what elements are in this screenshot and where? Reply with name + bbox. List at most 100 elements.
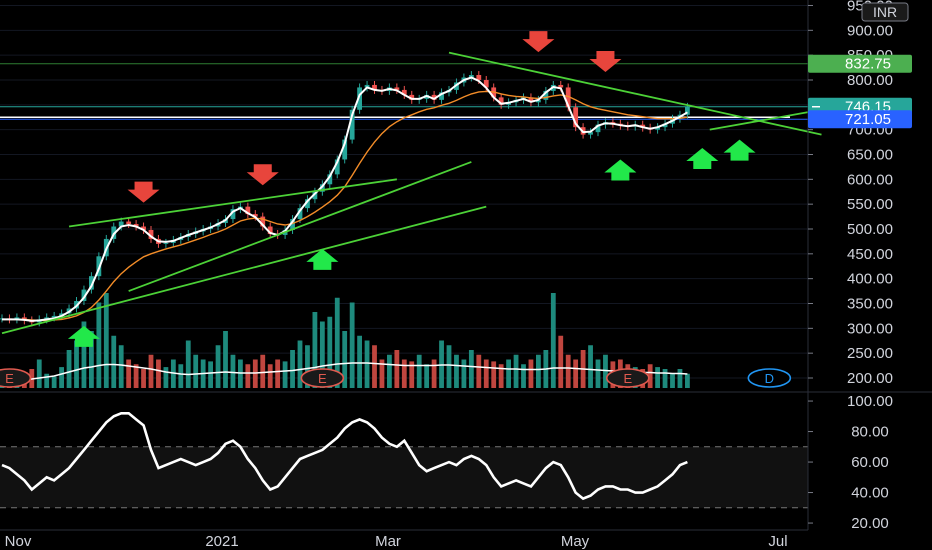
time-tick-label: May (561, 533, 590, 550)
volume-bar (573, 359, 579, 388)
candle-body (409, 94, 415, 100)
candle-body (401, 89, 407, 95)
down-arrow (246, 164, 279, 186)
candle-body (141, 226, 146, 230)
rsi-line (1, 412, 688, 501)
candle-body (394, 87, 400, 90)
volume-bar (305, 345, 310, 388)
candle-body (334, 159, 340, 175)
price-label-text: 832.75 (845, 56, 891, 73)
volume-bar (163, 367, 169, 388)
signal-arrows (67, 31, 756, 347)
down-arrow (522, 31, 555, 53)
volume-bar (156, 359, 161, 388)
event-marker-label: E (623, 371, 632, 386)
price-tick-label: 200.00 (847, 370, 893, 387)
price-label-text: 721.05 (845, 111, 891, 128)
candle-body (498, 97, 504, 105)
candle-body (565, 87, 571, 108)
candle-body (364, 84, 370, 88)
volume-bar (357, 335, 362, 388)
candle-body (476, 75, 482, 80)
price-tick-label: 250.00 (847, 345, 893, 362)
rsi-tick-label: 60.00 (851, 454, 889, 471)
price-tick-label: 400.00 (847, 271, 893, 288)
price-label-box (808, 110, 912, 129)
up-arrow (306, 248, 339, 270)
down-arrow (127, 181, 160, 203)
rsi-band (0, 446, 808, 508)
candle-body (267, 226, 273, 234)
volume-ma-line (1, 362, 688, 382)
candle-body (59, 313, 64, 316)
candle-body (357, 87, 362, 110)
volume-bar (446, 345, 452, 388)
volume-bar (588, 345, 593, 388)
event-marker-label: E (318, 371, 327, 386)
volume-bar (521, 364, 526, 388)
candle-body (468, 75, 474, 78)
volume-bar (431, 359, 437, 388)
time-tick-label: 2021 (205, 533, 238, 550)
volume-bar (528, 359, 534, 388)
volume-bar (103, 293, 109, 388)
candle-body (439, 92, 444, 100)
volume-bar (401, 359, 407, 388)
candle-body (573, 107, 579, 128)
time-tick-label: Jul (768, 533, 787, 550)
volume-bar (595, 359, 601, 388)
volume-bar (96, 302, 102, 388)
rsi-tick-label: 20.00 (851, 515, 889, 532)
time-axis[interactable]: Nov 2021 Mar May Jul (5, 533, 788, 550)
volume-bar (74, 340, 79, 388)
volume-bar (81, 321, 87, 388)
volume-bar (297, 340, 303, 388)
volume-bar (364, 340, 370, 388)
volume-bar (342, 331, 348, 388)
candle-body (260, 216, 266, 227)
volume-bar (550, 293, 556, 388)
candle-body (543, 90, 549, 100)
rsi-panel (0, 412, 808, 509)
volume-bar (230, 354, 236, 388)
volume-bar (454, 354, 459, 388)
up-arrow (67, 325, 100, 347)
volume-bar (66, 350, 72, 388)
price-tick-label: 300.00 (847, 320, 893, 337)
volume-bar (416, 354, 422, 388)
volume-bar (513, 354, 519, 388)
candle-body (372, 84, 377, 90)
candle-body (51, 315, 57, 318)
volume-bar (409, 361, 415, 388)
rsi-tick-label: 40.00 (851, 485, 889, 502)
volume-bar (193, 354, 199, 388)
volume-bar (483, 359, 489, 388)
volume-bar (59, 367, 64, 388)
volume-bar (506, 359, 511, 388)
candle-body (558, 84, 564, 88)
currency-badge (861, 2, 909, 22)
volume-bar (44, 373, 50, 388)
volume-bar (394, 350, 400, 388)
price-axis[interactable]: 950.00900.00850.00800.00750.00700.00650.… (808, 0, 909, 532)
volume-bar (133, 364, 139, 388)
volume-bar (290, 350, 295, 388)
candle-body (290, 219, 295, 230)
volume-bar (282, 361, 288, 388)
volume-bar (267, 364, 273, 388)
event-marker (300, 368, 345, 388)
down-arrow (589, 51, 622, 73)
candle-body (342, 139, 348, 160)
volume-bar (558, 335, 564, 388)
candle-body (81, 289, 87, 302)
volume-bar (275, 359, 281, 388)
volume-bar (603, 354, 608, 388)
volume-bar (148, 354, 154, 388)
volume-bar (565, 354, 571, 388)
rsi-tick-label: 100.00 (847, 393, 893, 410)
event-marker (605, 368, 650, 388)
price-tick-label: 800.00 (847, 72, 893, 89)
